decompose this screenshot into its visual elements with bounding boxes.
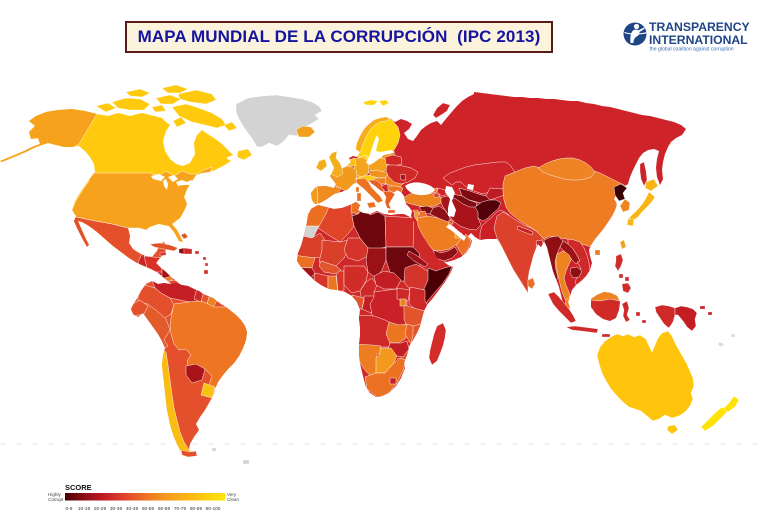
- svg-text:10-19: 10-19: [78, 506, 91, 512]
- svg-text:40-49: 40-49: [126, 506, 139, 512]
- svg-text:INTERNATIONAL: INTERNATIONAL: [649, 33, 748, 47]
- svg-text:80-89: 80-89: [190, 506, 203, 512]
- svg-text:Highly: Highly: [48, 492, 61, 497]
- svg-text:Very: Very: [227, 492, 237, 497]
- svg-text:TRANSPARENCY: TRANSPARENCY: [649, 20, 750, 34]
- svg-text:Clean: Clean: [227, 497, 239, 502]
- svg-text:20-29: 20-29: [94, 506, 107, 512]
- svg-text:70-79: 70-79: [174, 506, 187, 512]
- svg-text:90-100: 90-100: [206, 506, 221, 512]
- svg-text:30-39: 30-39: [110, 506, 123, 512]
- svg-text:0-9: 0-9: [66, 506, 73, 512]
- svg-text:50-59: 50-59: [142, 506, 155, 512]
- svg-text:the global coalition against c: the global coalition against corruption: [650, 47, 734, 53]
- svg-text:SCORE: SCORE: [65, 483, 92, 492]
- svg-text:60-69: 60-69: [158, 506, 171, 512]
- svg-text:Corrupt: Corrupt: [48, 497, 64, 502]
